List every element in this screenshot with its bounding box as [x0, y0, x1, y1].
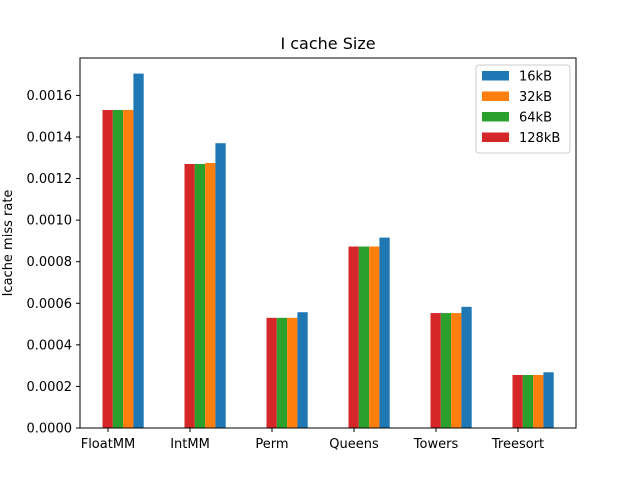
legend-swatch-32kB — [482, 91, 509, 101]
bar-32kB-Towers — [451, 313, 462, 428]
bar-32kB-Queens — [369, 246, 380, 428]
x-tick-label-Perm: Perm — [255, 437, 288, 452]
y-axis-label: Icache miss rate — [1, 190, 16, 297]
y-tick-label: 0.0008 — [27, 255, 73, 270]
x-tick-label-Towers: Towers — [413, 437, 459, 452]
legend-swatch-16kB — [482, 71, 509, 81]
y-tick-label: 0.0010 — [27, 214, 73, 229]
bar-128kB-Towers — [430, 313, 441, 428]
bar-16kB-Treesort — [543, 372, 554, 428]
bar-16kB-FloatMM — [133, 73, 144, 428]
bar-32kB-Perm — [287, 317, 298, 428]
bar-128kB-Treesort — [512, 374, 523, 428]
legend-label-64kB: 64kB — [519, 111, 552, 126]
y-tick-label: 0.0014 — [27, 130, 73, 145]
bar-16kB-Queens — [379, 237, 390, 428]
bar-128kB-IntMM — [184, 164, 195, 428]
plot-frame — [79, 57, 577, 429]
legend-swatch-128kB — [482, 132, 509, 142]
bar-64kB-Perm — [276, 317, 288, 428]
y-tick-label: 0.0006 — [27, 297, 73, 312]
legend-label-32kB: 32kB — [519, 90, 552, 105]
x-tick-label-Queens: Queens — [329, 437, 379, 452]
legend: 16kB 32kB 64kB 128kB — [475, 64, 571, 154]
y-tick-label: 0.0002 — [27, 380, 73, 395]
bar-64kB-Treesort — [522, 374, 534, 428]
legend-label-128kB: 128kB — [519, 131, 560, 146]
bar-32kB-Treesort — [533, 374, 544, 428]
bar-128kB-FloatMM — [102, 109, 113, 428]
bar-32kB-FloatMM — [123, 109, 134, 428]
bars-group — [102, 73, 554, 428]
y-axis: 0.0000 0.0002 0.0004 0.0006 0.0008 0.0010 0.00… — [27, 89, 80, 437]
x-tick-label-Treesort: Treesort — [491, 437, 544, 452]
bar-64kB-IntMM — [194, 164, 206, 428]
bar-128kB-Queens — [348, 246, 359, 428]
bar-16kB-IntMM — [215, 143, 226, 428]
bar-16kB-Perm — [297, 312, 308, 428]
y-tick-label: 0.0012 — [27, 172, 73, 187]
legend-box — [475, 64, 571, 154]
bar-32kB-IntMM — [205, 162, 216, 428]
x-axis: FloatMM IntMM Perm Queens Towers Treesort — [81, 428, 544, 452]
y-tick-label: 0.0004 — [27, 338, 73, 353]
chart-title: I cache Size — [280, 34, 375, 53]
x-tick-label-FloatMM: FloatMM — [81, 437, 136, 452]
legend-label-16kB: 16kB — [519, 70, 552, 85]
bar-64kB-Queens — [358, 246, 370, 428]
bar-128kB-Perm — [266, 317, 277, 428]
y-tick-label: 0.0000 — [27, 422, 73, 437]
bar-64kB-Towers — [440, 313, 452, 428]
bar-16kB-Towers — [461, 306, 472, 428]
bar-64kB-FloatMM — [112, 109, 124, 428]
y-tick-label: 0.0016 — [27, 89, 73, 104]
legend-swatch-64kB — [482, 112, 509, 122]
x-tick-label-IntMM: IntMM — [170, 437, 210, 452]
